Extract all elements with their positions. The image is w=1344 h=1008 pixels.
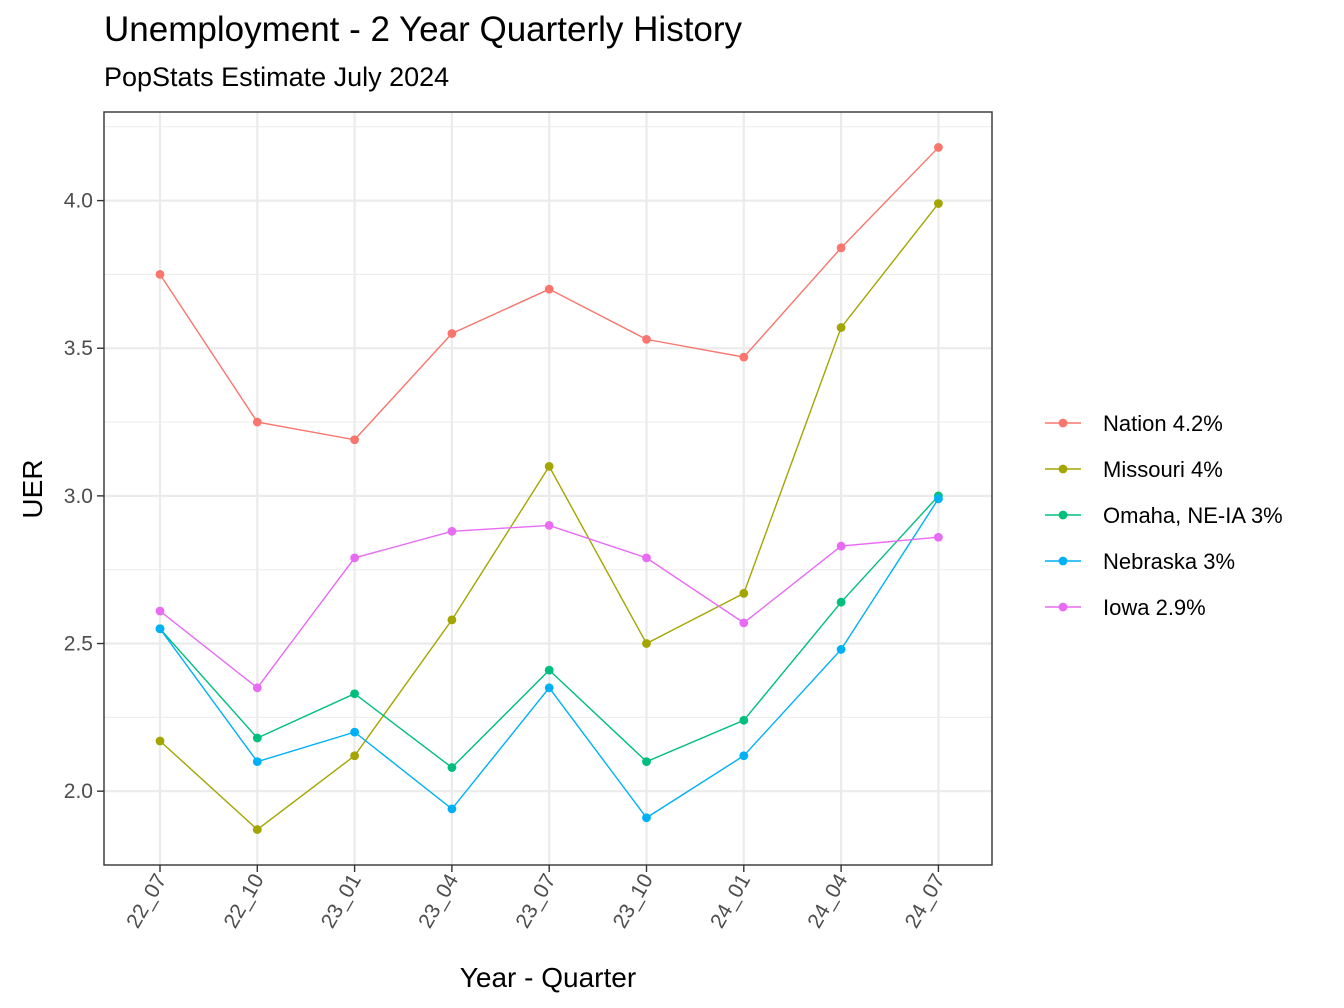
legend-label: Iowa 2.9% <box>1103 595 1206 620</box>
data-point <box>544 284 554 294</box>
axes: 2.0 2.5 3.0 3.5 4.0 22_07 22_10 23_01 23_04 23_07… <box>64 190 950 932</box>
data-point <box>642 813 651 823</box>
data-point <box>447 526 457 536</box>
data-point <box>252 757 262 767</box>
x-tick-label: 23_01 <box>317 870 366 932</box>
y-tick-label: 4.0 <box>64 190 93 213</box>
data-point <box>350 689 359 699</box>
data-point <box>934 494 943 504</box>
legend-label: Nebraska 3% <box>1103 549 1235 574</box>
legend: Nation 4.2% Missouri 4% Omaha, NE-IA 3% Neb… <box>1045 411 1283 620</box>
data-point <box>544 521 554 530</box>
grid-lines <box>104 112 992 865</box>
x-tick-label: 23_04 <box>414 870 463 932</box>
legend-item: Missouri 4% <box>1045 457 1223 482</box>
legend-item: Omaha, NE-IA 3% <box>1045 503 1283 528</box>
data-point <box>252 825 262 834</box>
x-tick-label: 22_10 <box>220 870 269 932</box>
data-point <box>155 624 165 634</box>
data-point <box>739 751 749 761</box>
y-axis-title: UER <box>17 459 48 518</box>
x-tick-label: 23_07 <box>511 870 560 932</box>
series-lines <box>155 143 943 834</box>
data-point <box>350 727 359 737</box>
data-point <box>350 553 359 563</box>
data-point <box>642 639 651 648</box>
legend-key-point <box>1058 418 1068 428</box>
data-point <box>642 334 651 344</box>
data-point <box>739 352 749 362</box>
series-missouri-4 <box>155 199 943 834</box>
legend-key-point <box>1058 510 1068 520</box>
series-nebraska-3 <box>155 494 943 823</box>
legend-key-point <box>1058 464 1068 474</box>
data-point <box>447 763 457 772</box>
data-point <box>252 417 262 427</box>
data-point <box>739 618 749 628</box>
x-tick-label: 24_01 <box>706 870 755 932</box>
data-point <box>544 461 554 471</box>
data-point <box>544 683 554 693</box>
data-point <box>739 588 749 598</box>
x-tick-label: 22_07 <box>122 870 171 932</box>
legend-label: Missouri 4% <box>1103 457 1223 482</box>
data-point <box>642 553 651 563</box>
plot-panel-border <box>103 111 993 866</box>
data-point <box>934 143 943 152</box>
x-tick-label: 23_10 <box>609 870 658 932</box>
data-point <box>934 532 943 542</box>
legend-item: Nebraska 3% <box>1045 549 1235 574</box>
data-point <box>934 199 943 208</box>
data-point <box>739 715 749 725</box>
data-point <box>252 733 262 743</box>
legend-label: Omaha, NE-IA 3% <box>1103 503 1283 528</box>
data-point <box>836 541 846 551</box>
data-point <box>447 329 457 338</box>
y-tick-label: 2.5 <box>64 633 93 656</box>
data-point <box>155 270 165 279</box>
legend-key-point <box>1058 602 1068 612</box>
data-point <box>836 645 846 654</box>
data-point <box>642 757 651 767</box>
data-point <box>350 435 359 445</box>
x-tick-label: 24_07 <box>901 870 950 932</box>
legend-key-point <box>1058 556 1068 566</box>
x-tick-label: 24_04 <box>803 870 852 932</box>
data-point <box>447 615 457 625</box>
data-point <box>836 243 846 253</box>
data-point <box>544 665 554 675</box>
x-axis-title: Year - Quarter <box>460 962 636 993</box>
data-point <box>155 736 165 746</box>
data-point <box>447 804 457 814</box>
legend-label: Nation 4.2% <box>1103 411 1223 436</box>
data-point <box>350 751 359 761</box>
legend-item: Iowa 2.9% <box>1045 595 1206 620</box>
y-tick-label: 3.0 <box>64 485 93 508</box>
series-nation-4-2 <box>155 143 943 445</box>
data-point <box>252 683 262 693</box>
y-tick-label: 3.5 <box>64 337 93 360</box>
data-point <box>836 323 846 332</box>
data-point <box>836 597 846 607</box>
y-tick-label: 2.0 <box>64 780 93 803</box>
legend-item: Nation 4.2% <box>1045 411 1223 436</box>
series-iowa-2-9 <box>155 521 943 693</box>
chart-subtitle: PopStats Estimate July 2024 <box>104 62 450 92</box>
data-point <box>155 606 165 616</box>
chart-title: Unemployment - 2 Year Quarterly History <box>104 10 743 49</box>
